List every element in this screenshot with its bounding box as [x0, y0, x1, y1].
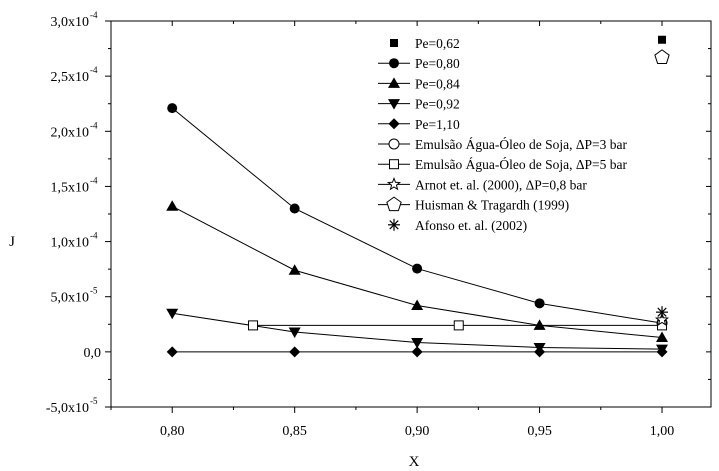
legend-item: Pe=1,10 [378, 117, 460, 132]
data-point [534, 298, 545, 309]
data-point [288, 264, 301, 275]
data-point [534, 346, 546, 358]
y-tick-label: 2,0x10 [51, 125, 90, 140]
series-1 [167, 103, 668, 329]
y-tick-label: 2,5x10 [51, 70, 90, 85]
data-point [289, 346, 301, 358]
data-point [288, 327, 301, 339]
legend-label: Pe=1,10 [415, 117, 460, 132]
plot-border [110, 20, 712, 408]
data-point [167, 103, 178, 114]
data-point [656, 346, 668, 358]
series-2 [166, 200, 669, 343]
x-tick-label: 0,80 [160, 424, 185, 439]
data-point [166, 200, 179, 211]
asterisk-stroke [657, 307, 667, 317]
x-axis-label: X [409, 454, 420, 470]
data-point [166, 346, 178, 358]
legend-marker [388, 77, 400, 88]
y-tick-label-exponent: -4 [90, 231, 98, 241]
legend-item: Huisman & Tragardh (1999) [378, 196, 569, 213]
data-point [412, 263, 423, 274]
series-layer [166, 35, 670, 358]
y-tick-label: 3,0x10 [51, 15, 90, 30]
series-8 [654, 49, 670, 64]
legend-marker [388, 138, 400, 150]
legend-marker [389, 58, 399, 69]
legend-label: Pe=0,84 [415, 76, 460, 91]
legend-label: Arnot et. al. (2000), ΔP=0,8 bar [415, 177, 587, 192]
legend-item: Afonso et. al. (2002) [388, 218, 527, 233]
x-tick-label: 1,00 [650, 424, 675, 439]
legend-marker [386, 177, 402, 191]
legend-marker [388, 99, 400, 110]
legend-item: Pe=0,80 [378, 56, 460, 71]
data-point [411, 299, 424, 311]
series-4 [166, 346, 668, 358]
series-6 [248, 320, 668, 331]
legend-marker [389, 159, 399, 170]
legend-marker [390, 39, 398, 47]
y-tick-label-exponent: -4 [90, 10, 98, 20]
x-tick-label: 0,85 [282, 424, 307, 439]
y-tick-label-exponent: -4 [90, 65, 98, 75]
series-9 [656, 306, 669, 319]
y-tick-label: -5,0x10 [46, 401, 89, 416]
series-7 [655, 312, 670, 326]
y-axis-label: J [9, 234, 15, 250]
legend-label: Pe=0,80 [415, 56, 460, 71]
y-tick-label: 1,0x10 [51, 236, 90, 251]
legend-item: Pe=0,92 [378, 97, 460, 112]
legend-label: Emulsão Água-Óleo de Soja, ΔP=3 bar [415, 137, 628, 152]
x-tick-label: 0,90 [405, 424, 430, 439]
y-axis: -5,0x10 -50,05,0x10 -51,0x10 -41,5x10 -42,0x… [46, 10, 711, 416]
data-point [656, 331, 669, 343]
legend-item: Emulsão Água-Óleo de Soja, ΔP=5 bar [378, 157, 628, 172]
legend-label: Pe=0,92 [415, 97, 460, 112]
legend-marker [386, 196, 402, 212]
data-point [658, 35, 667, 44]
series-0 [658, 35, 667, 44]
y-tick-label: 1,5x10 [51, 180, 90, 195]
legend-marker [388, 118, 400, 130]
y-tick-label: 0,0 [84, 346, 102, 361]
x-tick-label: 0,95 [527, 424, 552, 439]
legend-label: Emulsão Água-Óleo de Soja, ΔP=5 bar [415, 157, 628, 172]
asterisk-stroke [389, 220, 399, 230]
legend-label: Afonso et. al. (2002) [415, 218, 527, 233]
legend-label: Huisman & Tragardh (1999) [415, 198, 569, 213]
data-point [166, 308, 179, 320]
data-point [248, 320, 259, 331]
data-point [453, 320, 464, 331]
data-point [411, 337, 424, 349]
legend-item: Arnot et. al. (2000), ΔP=0,8 bar [378, 177, 587, 192]
y-tick-label-exponent: -4 [90, 120, 98, 130]
y-tick-label: 5,0x10 [51, 291, 90, 306]
legend-label: Pe=0,62 [415, 36, 460, 51]
y-tick-label-exponent: -4 [90, 175, 98, 185]
y-tick-label-exponent: -5 [90, 286, 98, 296]
data-point [289, 203, 300, 214]
data-point [656, 306, 669, 319]
y-tick-label-exponent: -5 [90, 396, 98, 406]
legend-marker [388, 218, 400, 231]
data-point [533, 319, 546, 330]
legend-item: Pe=0,84 [378, 76, 460, 91]
data-point [411, 346, 423, 358]
data-point [655, 312, 670, 326]
legend-item: Emulsão Água-Óleo de Soja, ΔP=3 bar [378, 137, 628, 152]
x-axis: 0,80 0,85 0,90 0,95 1,00 [110, 21, 675, 439]
plot-frame [110, 20, 712, 408]
legend-item: Pe=0,62 [390, 36, 460, 51]
data-point [654, 49, 670, 64]
legend: Pe=0,62 Pe=0,80 Pe=0,84 Pe=0,92 Pe=1,10 Emuls… [378, 36, 628, 233]
